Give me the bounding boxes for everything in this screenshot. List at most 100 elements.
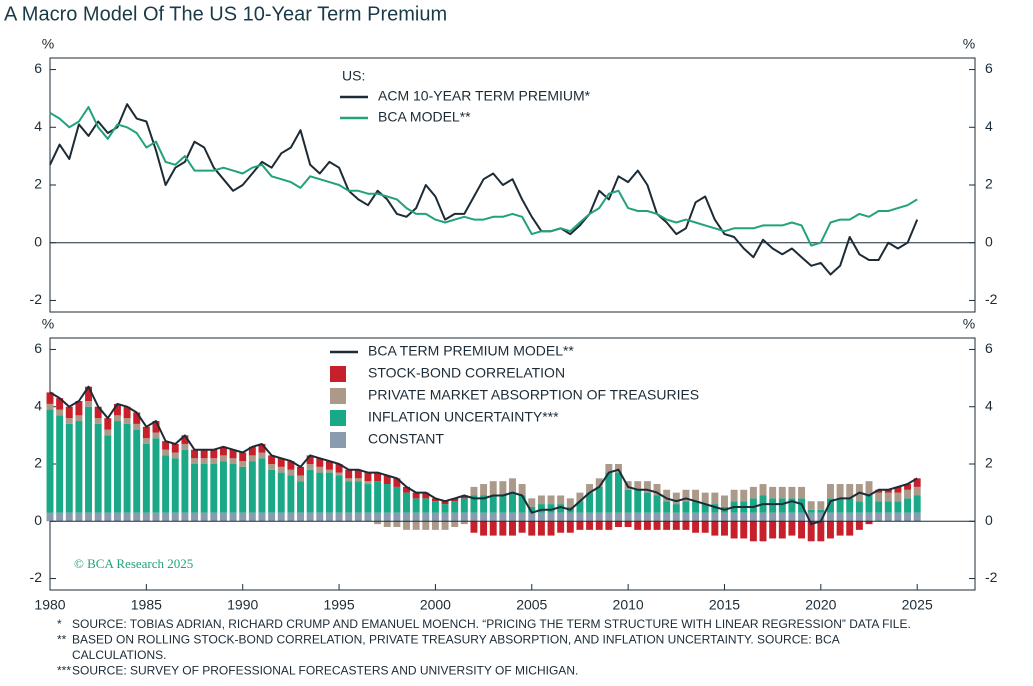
bar-segment (518, 521, 526, 533)
bar-segment (470, 486, 478, 496)
legend-swatch (330, 388, 346, 404)
bar-segment (306, 512, 314, 522)
footnote-marker: *** (57, 664, 71, 678)
bar-segment (701, 521, 709, 533)
bar-segment (383, 512, 391, 522)
bar-segment (123, 423, 131, 513)
bar-segment (769, 498, 777, 513)
bar-segment (393, 486, 401, 513)
bar-segment (219, 455, 227, 462)
bar-segment (865, 512, 873, 522)
bar-segment (229, 458, 237, 464)
bar-segment (85, 406, 93, 513)
bar-segment (894, 501, 902, 513)
bar-segment (325, 461, 333, 470)
y-axis-unit: % (42, 36, 54, 52)
bar-segment (56, 398, 64, 410)
bar-segment (509, 512, 516, 522)
bar-segment (653, 495, 661, 513)
bar-segment (586, 521, 594, 530)
bar-segment (306, 469, 314, 513)
bar-segment (239, 512, 247, 522)
bar-segment (451, 512, 459, 522)
bar-segment (846, 484, 854, 499)
bar-segment (287, 469, 295, 476)
bar-segment (634, 489, 642, 513)
bar-segment (884, 489, 892, 493)
bar-segment (576, 501, 584, 513)
bar-segment (470, 521, 478, 533)
bar-segment (672, 492, 680, 505)
bar-segment (470, 495, 478, 513)
bar-segment (171, 443, 179, 453)
bar-segment (316, 458, 324, 467)
bar-segment (711, 512, 719, 522)
bar-segment (56, 512, 64, 522)
bar-segment (817, 509, 825, 513)
bar-segment (142, 512, 150, 522)
bar-segment (431, 521, 439, 530)
bar-segment (663, 489, 671, 502)
bar-segment (229, 464, 237, 513)
bar-segment (759, 521, 767, 542)
bar-segment (605, 472, 613, 513)
bar-segment (624, 512, 632, 522)
bar-segment (778, 498, 786, 513)
bar-segment (586, 484, 594, 493)
bar-segment (75, 401, 83, 416)
bar-segment (884, 501, 892, 513)
bar-segment (268, 455, 276, 464)
bar-segment (412, 512, 420, 522)
x-tick-label: 2010 (613, 597, 644, 613)
bar-segment (711, 521, 719, 536)
bar-segment (586, 512, 594, 522)
bar-segment (701, 492, 709, 505)
bar-segment (123, 418, 131, 424)
bar-segment (94, 512, 102, 522)
bar-segment (431, 512, 439, 522)
bar-segment (913, 478, 921, 487)
bar-segment (297, 512, 304, 522)
bar-segment (875, 501, 883, 513)
bar-segment (200, 449, 208, 459)
bar-segment (248, 512, 256, 522)
bar-segment (306, 464, 314, 470)
bar-segment (605, 521, 613, 530)
bar-segment (354, 478, 362, 482)
x-tick-label: 2015 (709, 597, 740, 613)
bar-segment (277, 458, 285, 467)
bar-segment (364, 472, 372, 482)
y-tick-label: 0 (985, 233, 993, 249)
bar-segment (354, 469, 362, 479)
bar-segment (239, 461, 247, 467)
bar-segment (403, 492, 410, 513)
y-tick-label: 2 (34, 176, 42, 192)
bar-segment (287, 512, 295, 522)
x-tick-label: 1980 (34, 597, 65, 613)
bar-segment (894, 486, 902, 493)
bar-segment (316, 466, 324, 473)
bar-segment (383, 521, 391, 527)
bar-segment (123, 406, 131, 419)
bar-segment (836, 512, 844, 522)
bar-segment (268, 469, 276, 513)
legend-label: ACM 10-YEAR TERM PREMIUM* (378, 88, 591, 104)
bar-segment (113, 403, 121, 416)
bar-segment (325, 512, 333, 522)
bar-segment (239, 466, 247, 513)
bar-segment (133, 423, 141, 430)
bar-segment (200, 464, 208, 513)
bar-segment (537, 504, 545, 513)
bar-segment (335, 475, 343, 513)
bar-segment (769, 521, 777, 539)
bar-segment (383, 475, 391, 485)
bar-segment (403, 486, 410, 493)
bar-segment (817, 501, 825, 510)
bar-segment (297, 481, 304, 513)
bar-segment (537, 521, 545, 536)
bar-segment (778, 512, 786, 522)
bar-segment (595, 478, 603, 487)
bar-segment (460, 495, 468, 499)
bar-segment (663, 501, 671, 513)
bar-segment (730, 489, 738, 502)
